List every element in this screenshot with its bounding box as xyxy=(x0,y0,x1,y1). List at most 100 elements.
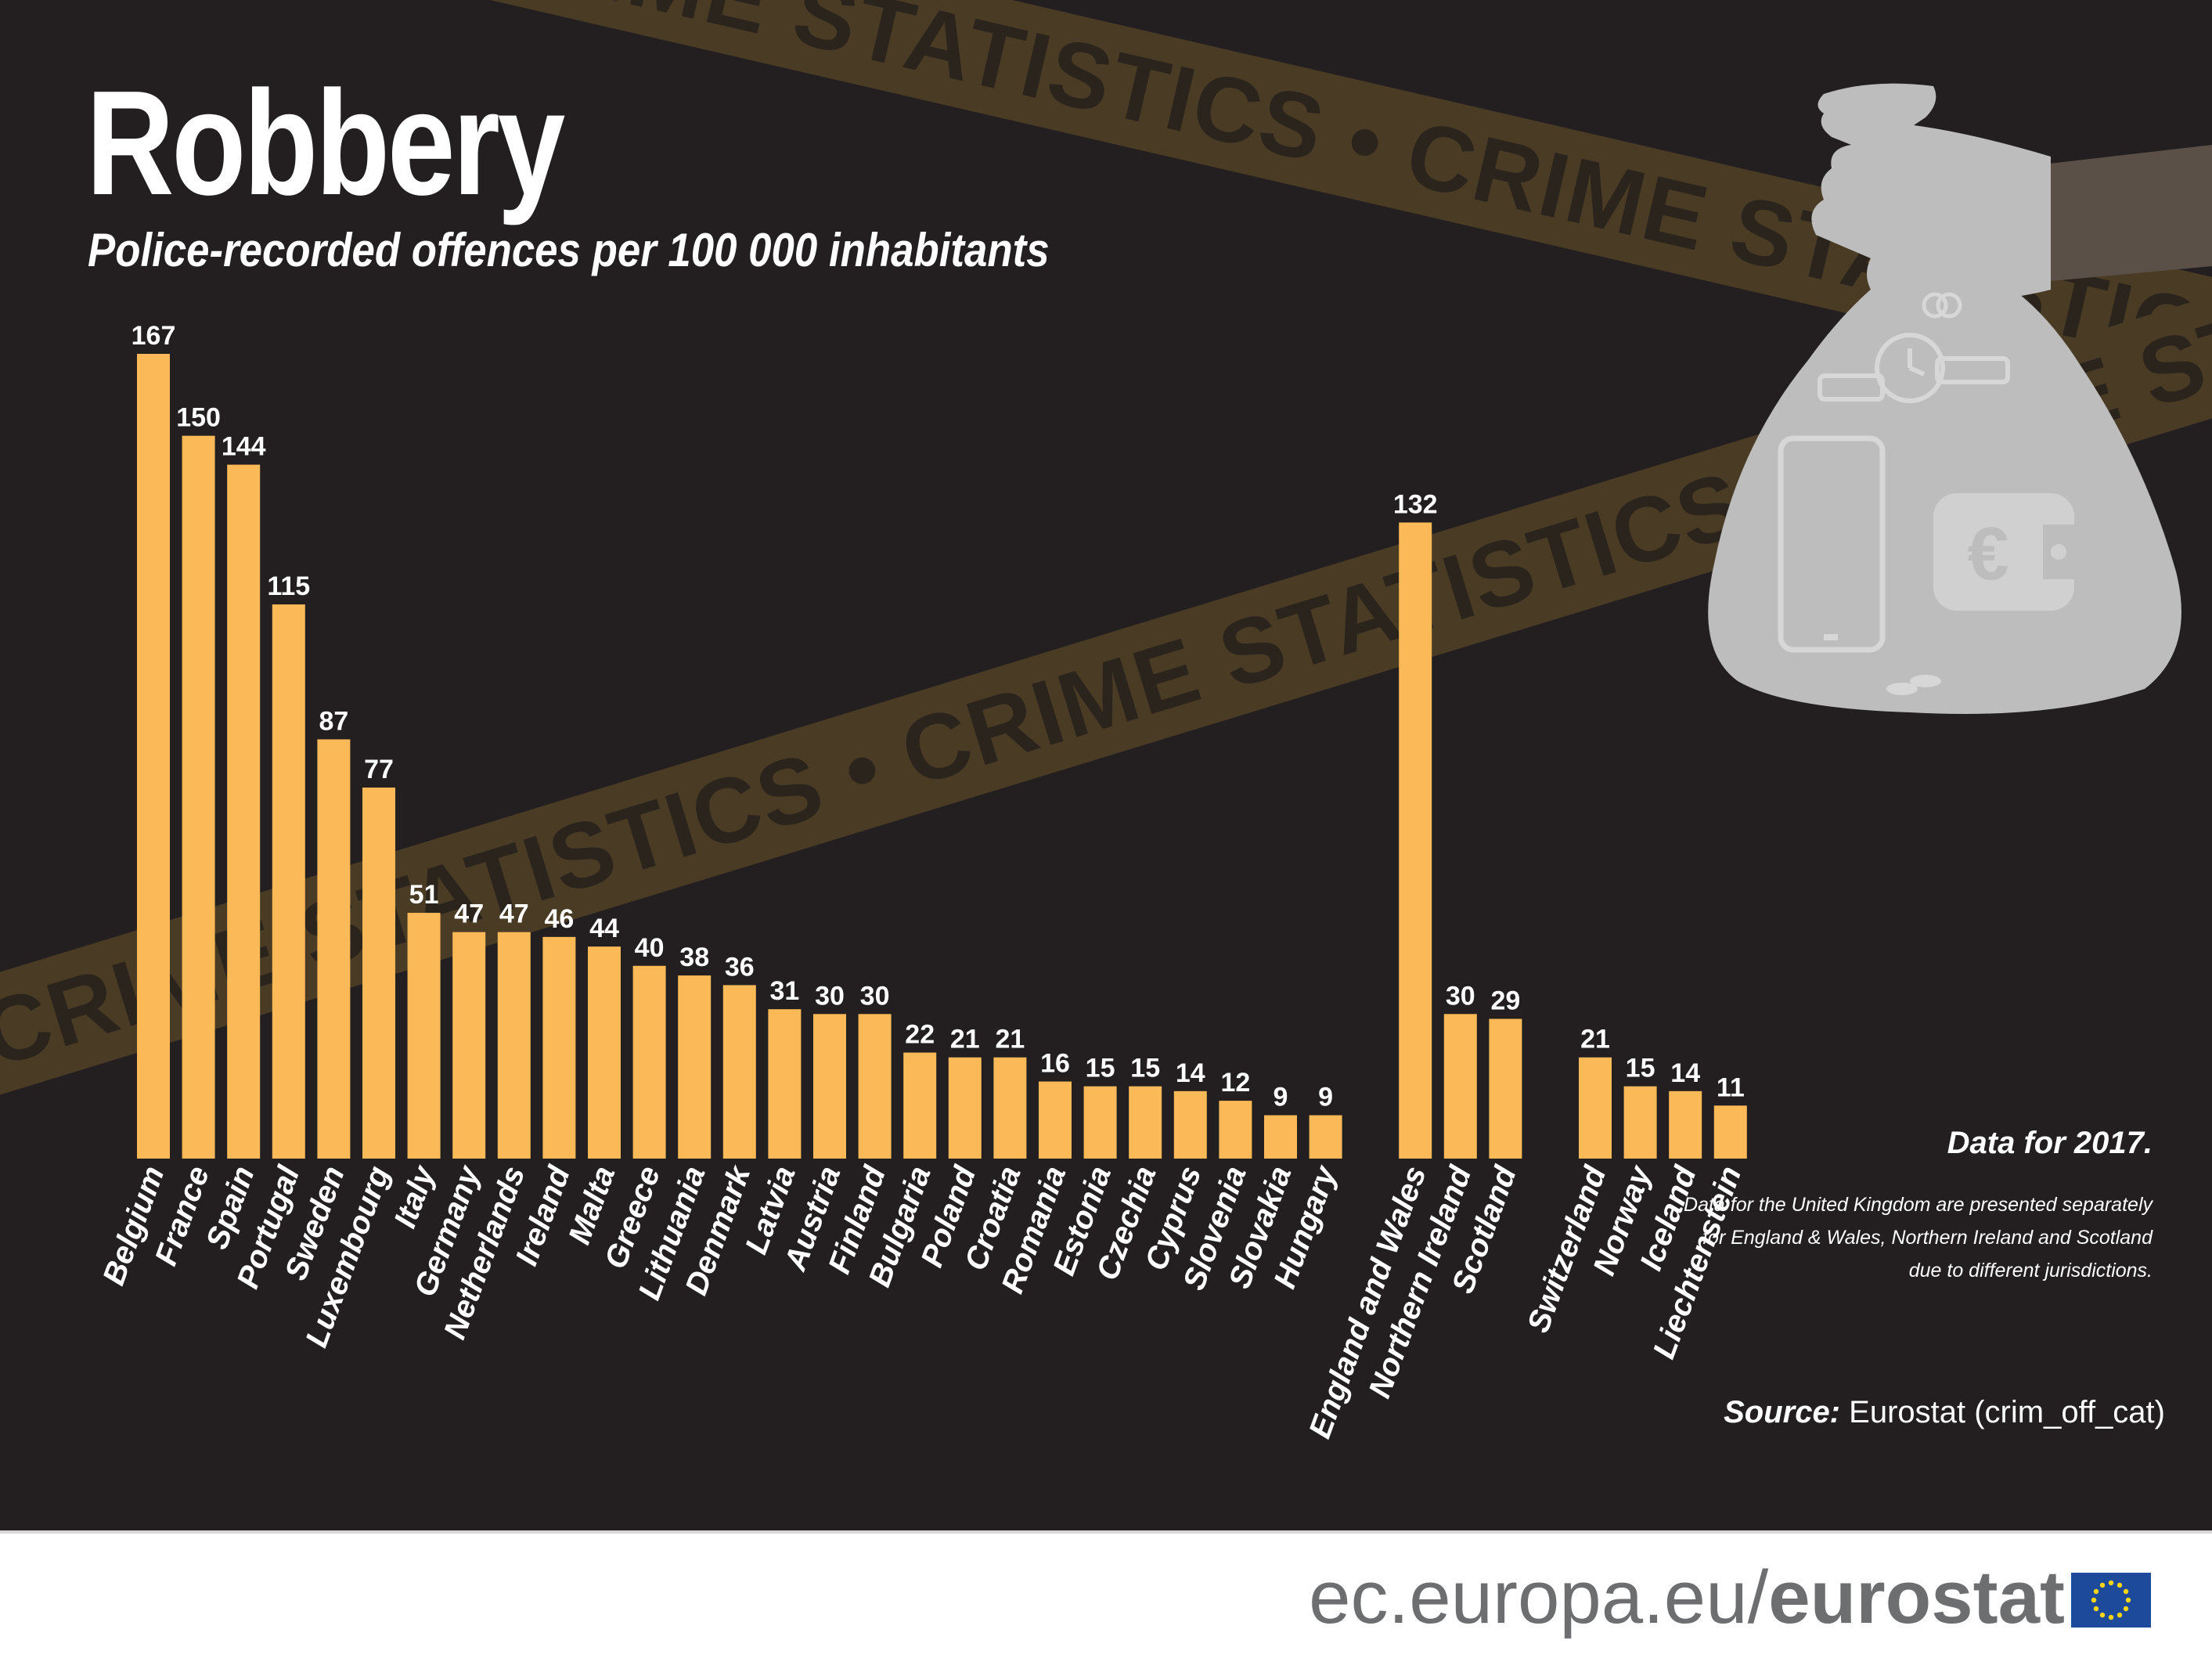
data-label: 22 xyxy=(905,1020,935,1050)
data-label: 15 xyxy=(1626,1054,1655,1083)
data-label: 144 xyxy=(222,432,266,462)
bar xyxy=(858,1014,892,1159)
bar xyxy=(768,1009,802,1159)
watch-icon xyxy=(1818,333,2010,403)
eu-star xyxy=(2099,1612,2106,1618)
bar xyxy=(813,1014,846,1159)
data-label: 11 xyxy=(1717,1072,1745,1102)
eu-star xyxy=(2108,1614,2114,1620)
source-text: Eurostat (crim_off_cat) xyxy=(1849,1395,2165,1429)
data-label: 40 xyxy=(635,933,665,963)
bar xyxy=(542,936,576,1159)
bar xyxy=(272,604,305,1159)
eurostat-url[interactable]: ec.europa.eu/eurostat xyxy=(1309,1560,2065,1635)
bar xyxy=(1713,1105,1747,1159)
bar xyxy=(993,1057,1027,1159)
data-label: 29 xyxy=(1490,986,1520,1015)
eu-star xyxy=(2099,1582,2106,1588)
uk-note: Data for the United Kingdom are presente… xyxy=(1684,1194,2153,1281)
eu-star xyxy=(2117,1582,2123,1588)
bar xyxy=(497,932,531,1159)
bar xyxy=(362,788,395,1159)
eu-star xyxy=(2093,1606,2099,1612)
chart-title: Robbery xyxy=(86,60,565,226)
bar xyxy=(1129,1086,1162,1159)
data-label: 16 xyxy=(1040,1049,1070,1079)
arm xyxy=(2043,145,2212,282)
bar xyxy=(317,739,351,1159)
euro-wallet-icon: € xyxy=(1933,493,2082,611)
data-label: 31 xyxy=(769,976,799,1006)
footer: ec.europa.eu/eurostat xyxy=(0,1530,2212,1669)
data-label: 38 xyxy=(679,943,709,972)
url-prefix: ec.europa.eu/ xyxy=(1309,1555,1769,1639)
bar xyxy=(137,354,170,1159)
data-label: 21 xyxy=(950,1025,980,1054)
bar xyxy=(227,464,261,1159)
eu-flag-icon xyxy=(2071,1573,2151,1628)
data-label: 47 xyxy=(454,899,484,929)
eu-star xyxy=(2123,1606,2129,1612)
data-label: 21 xyxy=(995,1025,1025,1054)
data-label: 132 xyxy=(1393,489,1438,519)
bar xyxy=(1219,1101,1252,1159)
data-year-note: Data for 2017. xyxy=(1947,1126,2153,1160)
bar xyxy=(1489,1018,1522,1159)
data-label: 9 xyxy=(1318,1083,1333,1112)
bar xyxy=(678,975,712,1159)
svg-text:€: € xyxy=(1967,512,2008,596)
data-label: 77 xyxy=(364,755,394,784)
eu-star xyxy=(2123,1588,2129,1595)
bar xyxy=(1443,1014,1477,1159)
source-label: Source: xyxy=(1724,1395,1841,1429)
source-note: Source: Eurostat (crim_off_cat) xyxy=(1724,1395,2165,1430)
data-label: 150 xyxy=(176,403,221,433)
chart-subtitle: Police-recorded offences per 100 000 inh… xyxy=(88,224,1050,276)
url-bold: eurostat xyxy=(1768,1555,2065,1639)
bar xyxy=(722,985,756,1159)
bar xyxy=(1039,1081,1072,1159)
data-label: 44 xyxy=(589,914,619,943)
eu-star xyxy=(2093,1588,2099,1595)
bar xyxy=(182,435,215,1159)
coins-icon xyxy=(1886,675,1941,695)
data-label: 30 xyxy=(860,981,890,1011)
bar-chart: 167Belgium150France144Spain115Portugal87… xyxy=(96,321,1748,1443)
bar xyxy=(903,1052,937,1159)
bar xyxy=(588,946,621,1159)
smartphone-icon xyxy=(1778,435,1886,653)
data-label: 87 xyxy=(319,706,348,736)
data-label: 14 xyxy=(1176,1058,1205,1088)
gloved-hand xyxy=(1811,83,2051,301)
bar xyxy=(452,932,486,1159)
data-label: 15 xyxy=(1086,1054,1115,1083)
bar xyxy=(1669,1090,1702,1159)
data-label: 15 xyxy=(1130,1054,1160,1083)
infographic: CRIME STATISTICS • CRIME STATISTICS • CR… xyxy=(0,0,2212,1444)
eu-star xyxy=(2091,1597,2097,1603)
rings-icon xyxy=(1922,292,1962,319)
bar xyxy=(1264,1115,1297,1159)
data-label: 46 xyxy=(544,904,574,934)
bar xyxy=(632,965,666,1159)
bar xyxy=(1399,522,1432,1159)
bar xyxy=(1623,1086,1657,1159)
eu-star xyxy=(2117,1612,2123,1618)
bar xyxy=(948,1057,982,1159)
bar xyxy=(1309,1115,1342,1159)
data-label: 36 xyxy=(725,952,755,982)
data-label: 30 xyxy=(1446,981,1475,1011)
data-label: 21 xyxy=(1580,1025,1610,1054)
data-label: 47 xyxy=(499,899,529,929)
data-label: 115 xyxy=(267,571,310,601)
data-label: 30 xyxy=(815,981,845,1011)
eu-star xyxy=(2108,1580,2114,1586)
data-label: 167 xyxy=(131,321,176,351)
bar xyxy=(1083,1086,1117,1159)
money-bag-illustration: € xyxy=(1708,83,2212,714)
data-label: 14 xyxy=(1670,1058,1700,1088)
data-label: 9 xyxy=(1274,1083,1288,1112)
data-label: 12 xyxy=(1220,1068,1250,1098)
eu-star xyxy=(2125,1597,2131,1603)
bar xyxy=(1173,1090,1207,1159)
